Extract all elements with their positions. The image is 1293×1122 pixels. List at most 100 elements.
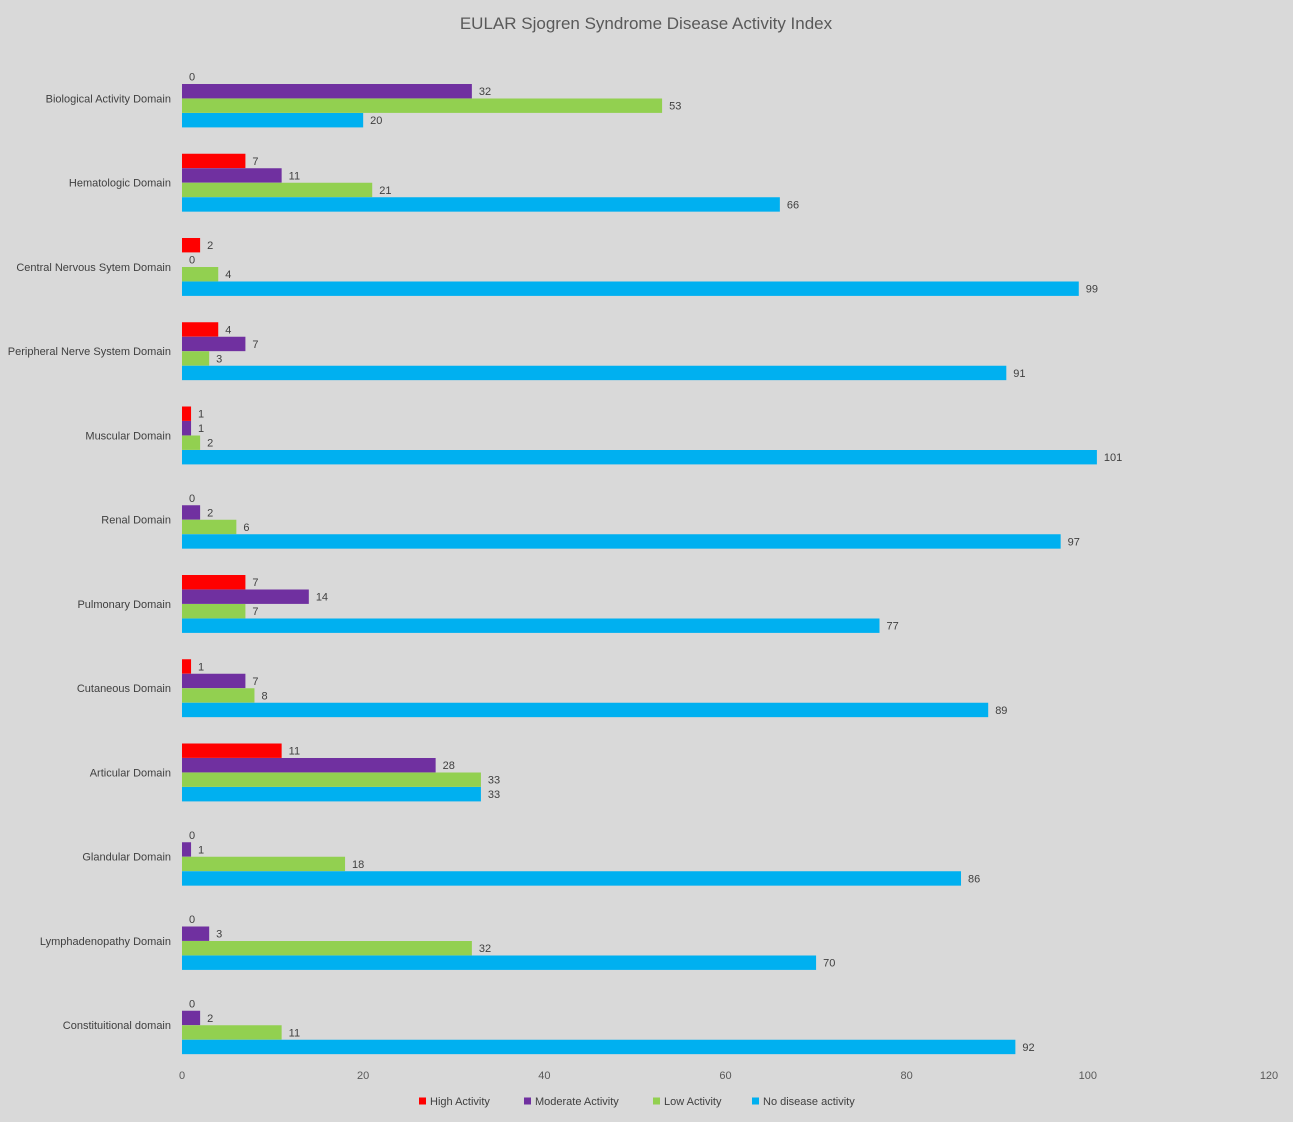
- legend-label: Low Activity: [664, 1096, 722, 1108]
- data-label: 8: [261, 690, 267, 702]
- bar: [182, 153, 246, 169]
- data-label: 1: [198, 423, 204, 435]
- category-label: Central Nervous Sytem Domain: [16, 262, 171, 274]
- data-label: 66: [787, 199, 799, 211]
- x-tick-label: 120: [1260, 1070, 1278, 1082]
- legend-item: No disease activity: [752, 1096, 855, 1108]
- bar-group: Hematologic Domain 7 11 21 66: [69, 153, 799, 212]
- bar: [182, 673, 246, 689]
- bar: [182, 267, 219, 282]
- x-tick-label: 60: [719, 1070, 731, 1082]
- data-label: 33: [488, 775, 500, 787]
- bar: [182, 435, 201, 450]
- data-label: 7: [252, 339, 258, 351]
- bar: [182, 702, 989, 718]
- bar-group: Articular Domain 11 28 33 33: [90, 743, 500, 802]
- data-label: 91: [1013, 368, 1025, 380]
- data-label: 53: [669, 101, 681, 113]
- data-label: 86: [968, 873, 980, 885]
- data-label: 0: [189, 72, 195, 84]
- bar: [182, 365, 1007, 381]
- category-label: Peripheral Nerve System Domain: [8, 346, 171, 358]
- category-label: Cutaneous Domain: [77, 683, 171, 695]
- data-label: 0: [189, 914, 195, 926]
- bar-group: Glandular Domain 01 18 86: [82, 830, 980, 886]
- bar: [182, 534, 1061, 549]
- bar: [182, 84, 472, 99]
- legend-item: Low Activity: [653, 1096, 722, 1108]
- category-label: Glandular Domain: [82, 852, 171, 864]
- category-label: Renal Domain: [101, 515, 171, 527]
- bar: [182, 659, 192, 674]
- bar: [182, 604, 246, 619]
- bar: [182, 575, 246, 590]
- data-label: 2: [207, 1013, 213, 1025]
- bar: [182, 98, 663, 113]
- data-label: 2: [207, 240, 213, 252]
- data-label: 97: [1068, 536, 1080, 548]
- bar: [182, 406, 192, 421]
- bar: [182, 871, 962, 886]
- bar-group: Lymphadenopathy Domain 0 3 32 70: [40, 914, 835, 970]
- data-label: 89: [995, 705, 1007, 717]
- bar: [182, 787, 481, 802]
- bar-group: Renal Domain 02 6 97: [101, 493, 1080, 549]
- bar: [182, 772, 481, 787]
- category-label: Pulmonary Domain: [77, 599, 171, 611]
- data-label: 32: [479, 86, 491, 98]
- data-label: 7: [252, 577, 258, 589]
- data-label: 3: [216, 929, 222, 941]
- bar-group: Central Nervous Sytem Domain 20 4 99: [16, 238, 1098, 296]
- plot-area: Biological Activity Domain0325320Hematol…: [8, 72, 1122, 1055]
- bar-group: Biological Activity Domain 0 32 53 20: [46, 72, 681, 128]
- bar: [182, 618, 880, 633]
- data-label: 6: [243, 522, 249, 534]
- data-label: 2: [207, 507, 213, 519]
- legend-swatch: [524, 1097, 531, 1105]
- legend: High Activity Moderate Activity Low Activi…: [419, 1096, 855, 1108]
- category-label: Hematologic Domain: [69, 178, 171, 190]
- legend-swatch: [653, 1097, 660, 1105]
- legend-label: No disease activity: [763, 1096, 855, 1108]
- data-label: 11: [289, 170, 300, 182]
- data-label: 0: [189, 998, 195, 1010]
- data-label: 99: [1086, 284, 1098, 296]
- data-label: 0: [189, 255, 195, 267]
- bar: [182, 955, 817, 970]
- legend-swatch: [752, 1097, 759, 1105]
- bar: [182, 113, 364, 128]
- data-label: 33: [488, 789, 500, 801]
- bar: [182, 519, 237, 535]
- bar: [182, 688, 255, 703]
- data-label: 4: [225, 269, 231, 281]
- bar: [182, 589, 309, 604]
- bar: [182, 743, 282, 758]
- data-label: 32: [479, 943, 491, 955]
- bar: [182, 758, 436, 773]
- data-label: 1: [198, 844, 204, 856]
- data-label: 0: [189, 830, 195, 842]
- category-label: Muscular Domain: [85, 430, 171, 442]
- data-label: 3: [216, 353, 222, 365]
- data-label: 21: [379, 185, 391, 197]
- x-tick-label: 20: [357, 1070, 369, 1082]
- bar: [182, 941, 472, 956]
- data-label: 7: [252, 676, 258, 688]
- bar: [182, 197, 780, 212]
- data-label: 11: [289, 746, 300, 758]
- category-label: Biological Activity Domain: [46, 93, 171, 105]
- x-tick-label: 0: [179, 1070, 185, 1082]
- bar: [182, 168, 282, 183]
- bar: [182, 505, 201, 520]
- bar-group: Peripheral Nerve System Domain 4 7 3 91: [8, 322, 1026, 381]
- bar: [182, 450, 1097, 465]
- legend-item: High Activity: [419, 1096, 490, 1108]
- bar: [182, 1010, 201, 1026]
- bar: [182, 351, 210, 366]
- data-label: 70: [823, 958, 835, 970]
- bar: [182, 322, 219, 337]
- bar-group: Cutaneous Domain 1 78 89: [77, 659, 1007, 718]
